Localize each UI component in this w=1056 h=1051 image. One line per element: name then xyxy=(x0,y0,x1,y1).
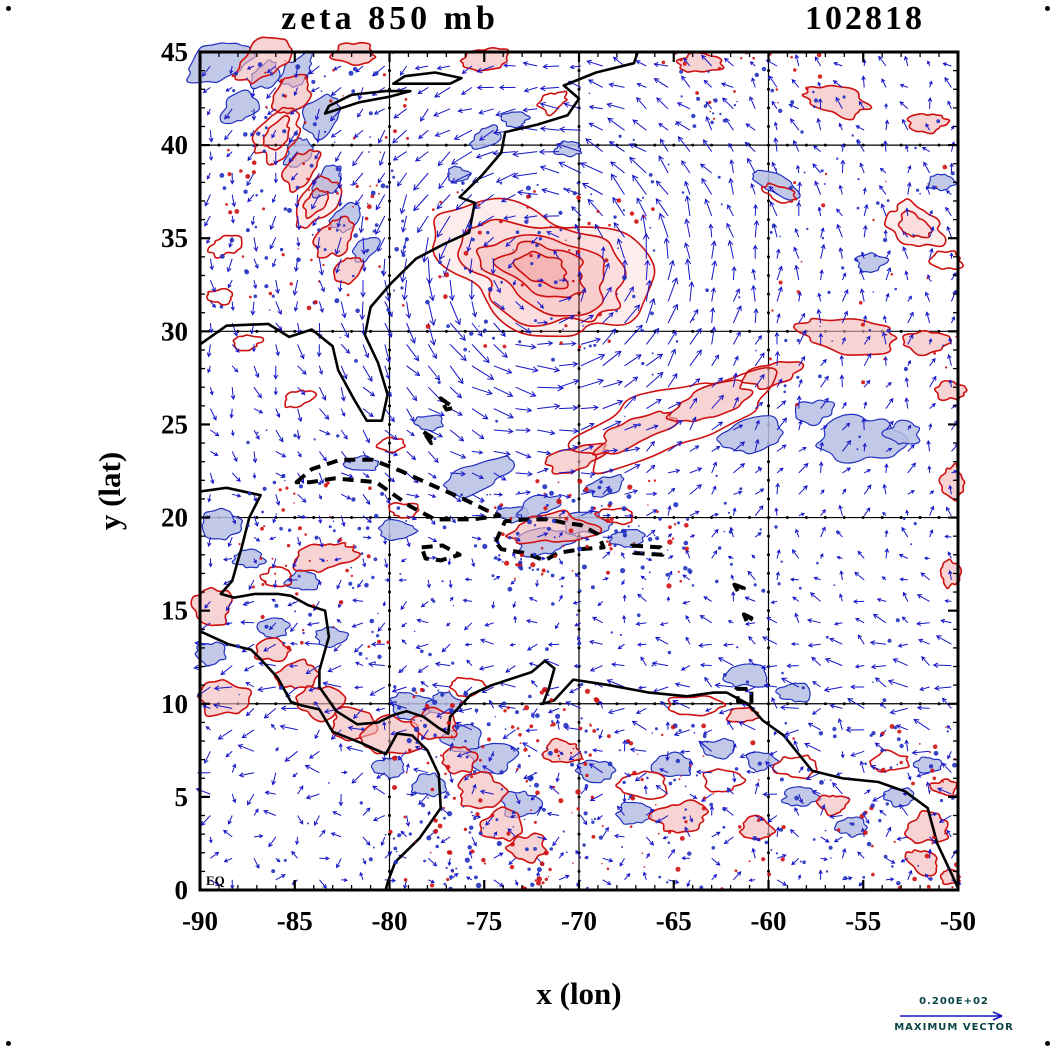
y-tick-label: 10 xyxy=(161,689,188,719)
corner-mark xyxy=(6,1041,11,1046)
y-tick-label: 45 xyxy=(161,37,188,67)
chart-timestamp: 102818 xyxy=(805,0,925,37)
max-vector-label: MAXIMUM VECTOR xyxy=(894,1022,1014,1033)
corner-mark xyxy=(1045,1041,1050,1046)
x-tick-label: -85 xyxy=(277,906,313,936)
x-tick-label: -90 xyxy=(182,906,218,936)
y-tick-label: 25 xyxy=(161,409,188,439)
x-tick-label: -60 xyxy=(751,906,787,936)
x-tick-label: -50 xyxy=(940,906,976,936)
y-tick-label: 5 xyxy=(175,782,189,812)
y-tick-label: 20 xyxy=(161,503,188,533)
corner-mark xyxy=(1045,6,1050,11)
x-tick-label: -80 xyxy=(372,906,408,936)
equator-label: EQ xyxy=(206,873,225,888)
coastline-layer xyxy=(198,50,960,892)
y-tick-label: 35 xyxy=(161,223,188,253)
x-tick-label: -70 xyxy=(561,906,597,936)
y-tick-label: 0 xyxy=(175,875,189,905)
y-tick-label: 30 xyxy=(161,316,188,346)
x-axis-title: x (lon) xyxy=(536,976,622,1011)
max-vector-legend: 0.200E+02 MAXIMUM VECTOR xyxy=(878,996,1030,1033)
x-tick-label: -55 xyxy=(845,906,881,936)
max-vector-value: 0.200E+02 xyxy=(919,996,989,1007)
speckle-layer xyxy=(219,50,960,892)
max-vector-arrow xyxy=(900,1011,1003,1021)
chart-title: zeta 850 mb xyxy=(281,0,499,37)
y-axis-title: y (lat) xyxy=(92,451,127,531)
corner-mark xyxy=(6,6,11,11)
y-tick-label: 40 xyxy=(161,130,188,160)
wind-vectors-layer xyxy=(193,53,962,890)
x-tick-label: -75 xyxy=(466,906,502,936)
axis-layer: -90 -85 -80 -75 -70 -65 -60 -55 -50 0 5 10 15 20 25 30 3… xyxy=(161,37,976,936)
y-tick-label: 15 xyxy=(161,596,188,626)
x-tick-label: -65 xyxy=(656,906,692,936)
